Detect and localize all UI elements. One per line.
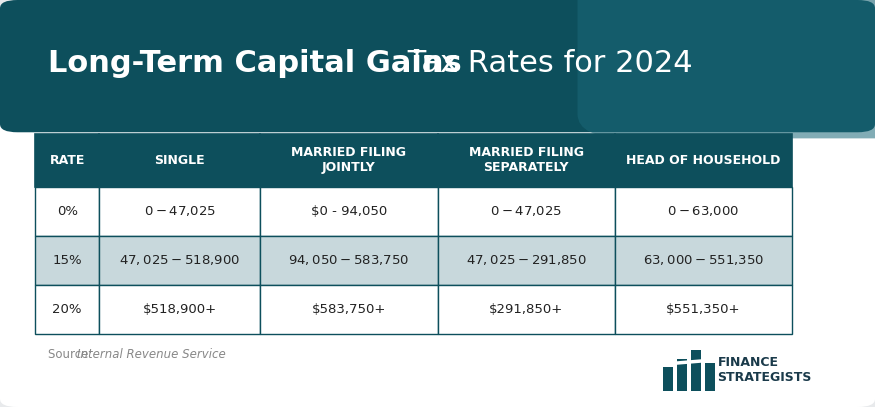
Text: HEAD OF HOUSEHOLD: HEAD OF HOUSEHOLD — [626, 154, 780, 167]
Text: 0%: 0% — [57, 205, 78, 218]
Text: 20%: 20% — [52, 303, 82, 316]
Text: $583,750+: $583,750+ — [312, 303, 386, 316]
Text: $0 - $63,000: $0 - $63,000 — [667, 204, 739, 218]
Text: Tax Rates for 2024: Tax Rates for 2024 — [398, 48, 693, 78]
Text: $63,000 - $551,350: $63,000 - $551,350 — [642, 253, 764, 267]
Text: $518,900+: $518,900+ — [143, 303, 217, 316]
Text: SINGLE: SINGLE — [155, 154, 206, 167]
Text: MARRIED FILING
JOINTLY: MARRIED FILING JOINTLY — [291, 147, 407, 175]
Bar — [705, 363, 715, 391]
Text: $291,850+: $291,850+ — [489, 303, 564, 316]
Text: $0 - $47,025: $0 - $47,025 — [144, 204, 216, 218]
Text: Long-Term Capital Gains: Long-Term Capital Gains — [48, 48, 462, 78]
Text: MARRIED FILING
SEPARATELY: MARRIED FILING SEPARATELY — [468, 147, 584, 175]
Text: $0 - 94,050: $0 - 94,050 — [311, 205, 387, 218]
Text: RATE: RATE — [50, 154, 85, 167]
Bar — [663, 367, 673, 391]
Text: $94,050 - $583,750: $94,050 - $583,750 — [289, 253, 410, 267]
Bar — [677, 359, 687, 391]
Text: Internal Revenue Service: Internal Revenue Service — [77, 348, 226, 361]
Text: 15%: 15% — [52, 254, 82, 267]
Text: $47,025 - $291,850: $47,025 - $291,850 — [466, 253, 586, 267]
Bar — [691, 350, 701, 391]
Text: FINANCE
STRATEGISTS: FINANCE STRATEGISTS — [718, 357, 812, 384]
Text: Source:: Source: — [48, 348, 96, 361]
Text: $47,025 - $518,900: $47,025 - $518,900 — [119, 253, 241, 267]
Text: $551,350+: $551,350+ — [666, 303, 740, 316]
Text: $0 - $47,025: $0 - $47,025 — [490, 204, 562, 218]
